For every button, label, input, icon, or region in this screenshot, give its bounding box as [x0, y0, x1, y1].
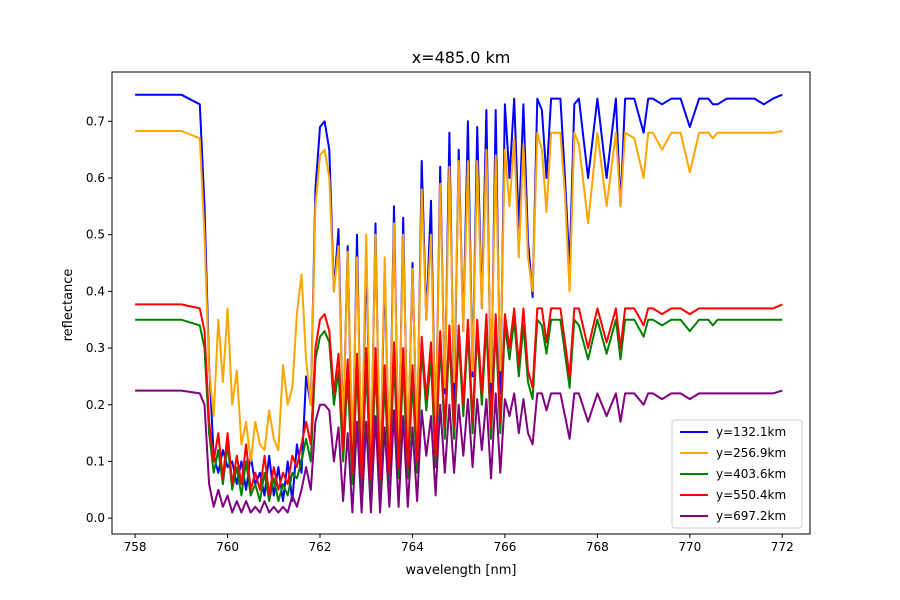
series-line-4	[135, 389, 783, 514]
x-tick-label: 770	[678, 540, 701, 554]
x-tick-label: 772	[771, 540, 794, 554]
series-line-3	[135, 303, 783, 497]
x-tick-label: 768	[586, 540, 609, 554]
y-tick-label: 0.4	[86, 284, 105, 298]
legend-label: y=403.6km	[716, 467, 786, 481]
series-line-0	[135, 93, 783, 503]
y-tick-label: 0.2	[86, 398, 105, 412]
x-tick-label: 766	[493, 540, 516, 554]
x-tick-label: 764	[401, 540, 424, 554]
legend-label: y=550.4km	[716, 488, 786, 502]
x-axis: 758 760 762 764 766 768 770 772	[124, 534, 794, 554]
legend-label: y=132.1km	[716, 425, 786, 439]
x-axis-label: wavelength [nm]	[406, 563, 517, 578]
y-axis-label: reflectance	[61, 269, 76, 342]
x-tick-label: 760	[216, 540, 239, 554]
y-axis: 0.0 0.1 0.2 0.3 0.4 0.5 0.6 0.7	[86, 114, 112, 525]
chart-title: x=485.0 km	[412, 48, 511, 67]
plot-frame	[111, 71, 811, 535]
legend-box	[671, 419, 803, 529]
y-tick-label: 0.6	[86, 171, 105, 185]
legend-label: y=256.9km	[716, 446, 786, 460]
series-layer	[135, 93, 783, 514]
x-tick-label: 762	[309, 540, 332, 554]
y-tick-label: 0.0	[86, 511, 105, 525]
y-tick-label: 0.3	[86, 341, 105, 355]
series-line-1	[135, 130, 783, 474]
y-tick-label: 0.1	[86, 454, 105, 468]
legend-label: y=697.2km	[716, 509, 786, 523]
legend: y=132.1km y=256.9km y=403.6km y=550.4km y=69…	[671, 419, 803, 529]
y-tick-label: 0.5	[86, 228, 105, 242]
x-tick-label: 758	[124, 540, 147, 554]
y-tick-label: 0.7	[86, 114, 105, 128]
